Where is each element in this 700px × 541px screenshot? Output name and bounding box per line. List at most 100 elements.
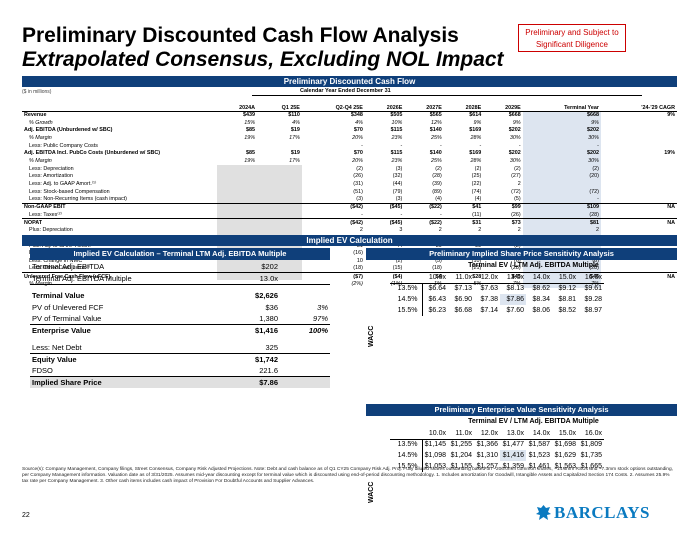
dcf-cell: (26) bbox=[511, 211, 521, 218]
sens-cell: $1,366 bbox=[476, 441, 498, 449]
ev-row-percent bbox=[280, 342, 330, 354]
ev-row: PV of Unlevered FCF $36 3% bbox=[30, 302, 330, 314]
ev-row-percent bbox=[280, 354, 330, 366]
sens-cell: $1,359 bbox=[502, 463, 524, 470]
sens-column-header: 14.0x bbox=[526, 428, 552, 440]
dcf-cell: $169 bbox=[469, 150, 482, 157]
sens-column-header: 13.0x bbox=[500, 428, 526, 440]
implied-ev-table: Terminal Adj. EBITDA $202 Terminal Adj. EB… bbox=[30, 261, 330, 388]
preliminary-stamp: Preliminary and Subject to Significant D… bbox=[518, 24, 626, 52]
sens-cell: $8.52 bbox=[558, 307, 576, 314]
dcf-cell: 4% bbox=[292, 119, 300, 126]
dcf-cell: 2 bbox=[517, 227, 521, 234]
dcf-row: % Margin 19% 17% 20% 23% 25% 28% 30% 30% bbox=[22, 157, 677, 165]
dcf-cell: $202 bbox=[508, 150, 521, 157]
dcf-cell: $348 bbox=[350, 112, 363, 119]
sens-corner bbox=[390, 428, 422, 440]
ev-row-label: Terminal Adj. EBITDA bbox=[32, 262, 105, 272]
dcf-row-label: % Margin bbox=[29, 134, 52, 141]
sens-cell: $9.61 bbox=[584, 285, 602, 293]
sens-cell: $7.14 bbox=[480, 307, 498, 314]
dcf-cell: - bbox=[361, 142, 363, 149]
sens-column-header: 15.0x bbox=[552, 428, 578, 440]
sens-cell: $1,461 bbox=[528, 463, 550, 470]
dcf-cell: (2) bbox=[395, 257, 403, 264]
dcf-cell: (3) bbox=[395, 196, 403, 203]
sens-cell: $1,255 bbox=[450, 441, 472, 449]
dcf-cell bbox=[601, 211, 677, 219]
barclays-eagle-icon bbox=[536, 505, 551, 520]
dcf-row-label: Less: Other Cash Items⁽³⁾ bbox=[29, 265, 91, 272]
dcf-cell: ($7) bbox=[301, 271, 365, 281]
dcf-cell bbox=[257, 164, 302, 173]
dcf-cell bbox=[257, 180, 302, 188]
dcf-cell bbox=[522, 180, 601, 188]
dcf-cell: - bbox=[522, 141, 601, 150]
dcf-row-label: Less: Change in NWC bbox=[29, 257, 83, 264]
dcf-column-header: 2026E bbox=[364, 98, 405, 112]
dcf-cell: (25) bbox=[471, 173, 482, 180]
dcf-cell: 17% bbox=[289, 157, 300, 164]
dcf-cell bbox=[217, 195, 258, 204]
dcf-cell: (3) bbox=[356, 196, 363, 203]
dcf-column-header: 2024A bbox=[217, 98, 258, 112]
dcf-cell: (79) bbox=[392, 188, 403, 195]
dcf-cell: 28% bbox=[470, 134, 482, 141]
dcf-cell: ($22) bbox=[404, 202, 444, 211]
sens-column-header: 11.0x bbox=[448, 272, 474, 284]
share-wacc-label: WACC bbox=[368, 325, 375, 347]
dcf-cell: 4% bbox=[355, 119, 363, 126]
dcf-cell: $565 bbox=[429, 112, 442, 119]
sens-cell: $9.28 bbox=[584, 296, 602, 303]
ev-row-value: 13.0x bbox=[210, 272, 280, 285]
dcf-cell: (28) bbox=[511, 265, 521, 272]
sens-row: 15.5% $1,053 $1,155 $1,257 $1,359 $1,461 $1,56… bbox=[390, 461, 604, 472]
dcf-column-header: Terminal Year bbox=[522, 98, 601, 112]
dcf-row: Less: Amortization (26) (32) (28) (25) (27) (2… bbox=[22, 172, 677, 181]
dcf-cell: - bbox=[400, 211, 403, 218]
dcf-cell: (21) bbox=[471, 265, 482, 272]
sens-cell: $1,477 bbox=[502, 441, 524, 449]
dcf-cell: NA bbox=[600, 271, 677, 281]
ev-row: Terminal Adj. EBITDA $202 bbox=[30, 261, 330, 273]
dcf-cell: $73 bbox=[483, 218, 523, 227]
sens-cell: $1,809 bbox=[580, 441, 602, 449]
dcf-cell: (10) bbox=[471, 257, 482, 264]
sens-column-header: 14.0x bbox=[526, 272, 552, 284]
dcf-cell bbox=[601, 173, 677, 181]
dcf-cell bbox=[601, 134, 677, 142]
dcf-cell: $85 bbox=[246, 127, 256, 134]
sens-column-header: 15.0x bbox=[552, 272, 578, 284]
sens-cell: $1,587 bbox=[528, 441, 550, 449]
dcf-row: Less: Adj. to GAAP Amort.⁽¹⁾ (31) (44) (39)… bbox=[22, 180, 677, 188]
units-label: ($ in millions) bbox=[22, 89, 52, 95]
dcf-cell: NA bbox=[600, 202, 677, 211]
page-title: Preliminary Discounted Cash Flow Analysi… bbox=[22, 24, 459, 47]
dcf-cell bbox=[601, 196, 677, 204]
ev-row-value: $2,626 bbox=[255, 291, 278, 301]
dcf-cell: (72) bbox=[522, 187, 601, 196]
ev-row-value: 1,380 bbox=[210, 313, 280, 325]
ev-row-value: $202 bbox=[261, 262, 278, 272]
dcf-row: Less: Non-Recurring Items (cash impact) (… bbox=[22, 195, 677, 204]
dcf-row: Plus: Depreciation 2 3 2 2 2 2 bbox=[22, 226, 677, 234]
ev-row-label: Equity Value bbox=[32, 355, 77, 364]
dcf-row-label: % Margin bbox=[29, 157, 52, 164]
sens-cell: $6.23 bbox=[421, 305, 448, 316]
sens-column-header: 16.0x bbox=[578, 428, 604, 440]
dcf-cell: 30% bbox=[509, 134, 521, 141]
ev-row-value: $36 bbox=[265, 302, 278, 312]
dcf-cell: 2 bbox=[438, 227, 442, 234]
dcf-cell bbox=[601, 119, 677, 127]
sens-wacc-value: 13.5% bbox=[397, 441, 418, 449]
dcf-cell: 9% bbox=[473, 119, 482, 126]
dcf-cell: (22) bbox=[471, 181, 482, 188]
dcf-cell: 7% bbox=[522, 280, 601, 288]
dcf-row: Revenue $439 $110 $348 $505 $565 $614 $668 $668 9… bbox=[22, 111, 677, 119]
sens-row: 13.5% $6.64 $7.13 $7.63 $8.13 $8.62 $9.12 $9.61 bbox=[390, 283, 604, 294]
dcf-cell: $202 bbox=[508, 127, 521, 134]
sens-column-header: 11.0x bbox=[448, 428, 474, 440]
page-subtitle: Extrapolated Consensus, Excluding NOL Im… bbox=[22, 48, 504, 71]
dcf-cell bbox=[257, 226, 302, 234]
ev-row: FDSO 221.6 bbox=[30, 365, 330, 377]
